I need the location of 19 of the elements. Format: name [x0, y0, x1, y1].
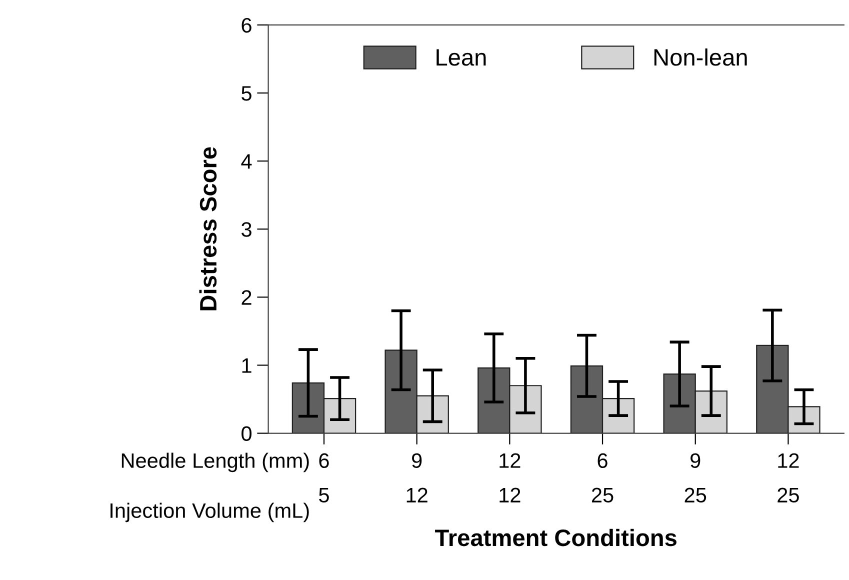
x-tick-label: 9 25 — [684, 453, 706, 503]
y-tick-label: 1 — [242, 358, 252, 373]
x-tick-label: 6 5 — [319, 453, 329, 503]
x-axis-title: Treatment Conditions — [435, 528, 676, 546]
legend-label: Non-lean — [654, 48, 747, 66]
x-tick-label: 9 12 — [406, 453, 428, 502]
legend-label: Lean — [436, 49, 486, 66]
y-tick-label: 2 — [242, 290, 252, 305]
y-tick-label: 5 — [242, 86, 252, 101]
x-tick-label: 12 12 — [500, 453, 520, 502]
x-tick-label: 12 25 — [778, 453, 799, 503]
y-tick-label: 0 — [242, 426, 252, 442]
y-axis-title: Distress Score — [199, 147, 217, 310]
y-tick-label: 3 — [242, 222, 252, 237]
y-tick-label: 4 — [241, 154, 252, 169]
text: Needle Length (mm) — [122, 452, 309, 472]
x-tick-label: 6 25 — [592, 453, 614, 503]
y-tick-label: 6 — [242, 18, 252, 33]
text: Injection Volume (mL) — [110, 502, 309, 522]
